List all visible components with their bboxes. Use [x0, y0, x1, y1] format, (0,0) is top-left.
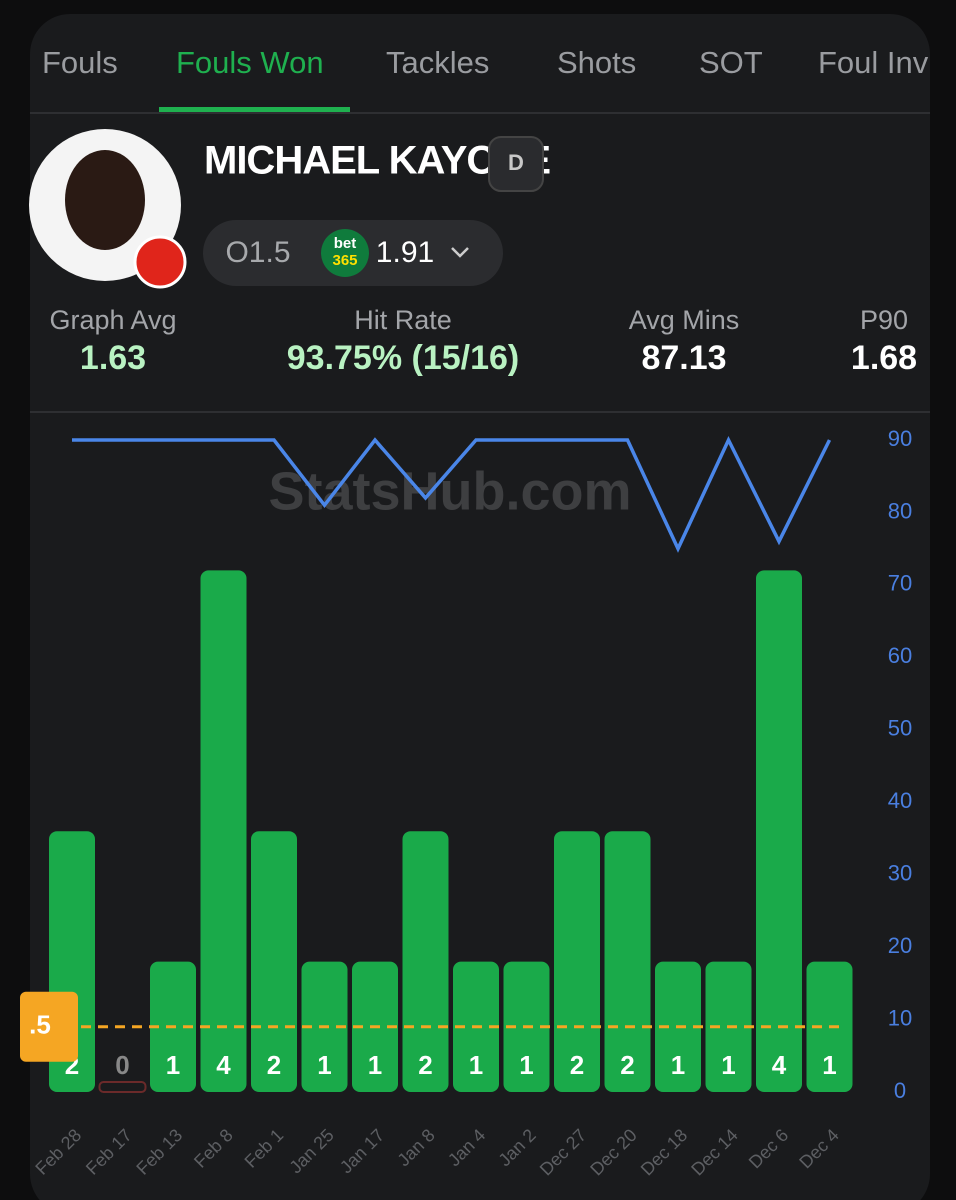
bookmaker-text: 365: [332, 252, 357, 269]
y2-tick-label: 0: [894, 1078, 906, 1103]
bar: [200, 570, 247, 1092]
y2-tick-label: 10: [888, 1005, 912, 1030]
position-badge: [488, 136, 544, 192]
stat-value: 1.63: [80, 339, 146, 377]
divider: [30, 411, 930, 413]
bar-value-label: 1: [166, 1050, 180, 1080]
bar-value-label: 1: [469, 1050, 483, 1080]
tab[interactable]: SOT: [699, 45, 763, 80]
stat-label: Graph Avg: [49, 305, 176, 335]
bar-value-label: 1: [519, 1050, 533, 1080]
stat-value: 1.68: [851, 339, 917, 377]
bar-value-label: 0: [115, 1050, 129, 1080]
bar-value-label: 2: [570, 1050, 584, 1080]
bar-value-label: 4: [216, 1050, 231, 1080]
divider: [30, 112, 930, 114]
tab[interactable]: Tackles: [386, 45, 489, 80]
bar-value-label: 2: [620, 1050, 634, 1080]
stat-value: 93.75% (15/16): [287, 339, 520, 377]
y2-tick-label: 20: [888, 933, 912, 958]
y2-tick-label: 30: [888, 860, 912, 885]
tab[interactable]: Shots: [557, 45, 636, 80]
tab-active[interactable]: Fouls Won: [176, 45, 324, 80]
stat-label: P90: [860, 305, 908, 335]
stat-value: 87.13: [641, 339, 726, 377]
y2-tick-label: 40: [888, 788, 912, 813]
bar-value-label: 4: [772, 1050, 787, 1080]
tab[interactable]: Fouls: [42, 45, 118, 80]
y2-tick-label: 70: [888, 571, 912, 596]
bar-value-label: 1: [671, 1050, 685, 1080]
odds: 1.91: [376, 236, 434, 269]
y2-tick-label: 90: [888, 426, 912, 451]
bookmaker-text: bet: [334, 235, 357, 252]
line: O1.5: [225, 236, 290, 269]
chevron: [451, 247, 469, 258]
tab[interactable]: Foul Inv: [818, 45, 929, 80]
y2-tick-label: 80: [888, 498, 912, 523]
zero-bar-outline: [98, 1081, 147, 1093]
stat-label: Hit Rate: [354, 305, 452, 335]
y2-tick-label: 60: [888, 643, 912, 668]
minutes-line: [72, 435, 832, 553]
bar-value-label: 1: [317, 1050, 331, 1080]
bar-value-label: 1: [822, 1050, 836, 1080]
avatar-face: [65, 150, 145, 250]
club-badge: [133, 235, 187, 289]
bar-value-label: 2: [418, 1050, 432, 1080]
bookmaker-logo: [321, 229, 369, 277]
bar: [756, 570, 802, 1092]
tab-bar: Fouls Fouls Won Tackles Shots SOT Foul I…: [42, 45, 929, 80]
position: D: [508, 150, 524, 175]
y2-tick-label: 50: [888, 716, 912, 741]
bar-value-label: 1: [721, 1050, 735, 1080]
bar-value-label: 2: [267, 1050, 281, 1080]
bar-value-label: 1: [368, 1050, 382, 1080]
threshold-tag: [20, 991, 78, 1062]
tab-underline: [159, 107, 350, 112]
threshold-label: .5: [29, 1010, 51, 1040]
stat-label: Avg Mins: [629, 305, 740, 335]
